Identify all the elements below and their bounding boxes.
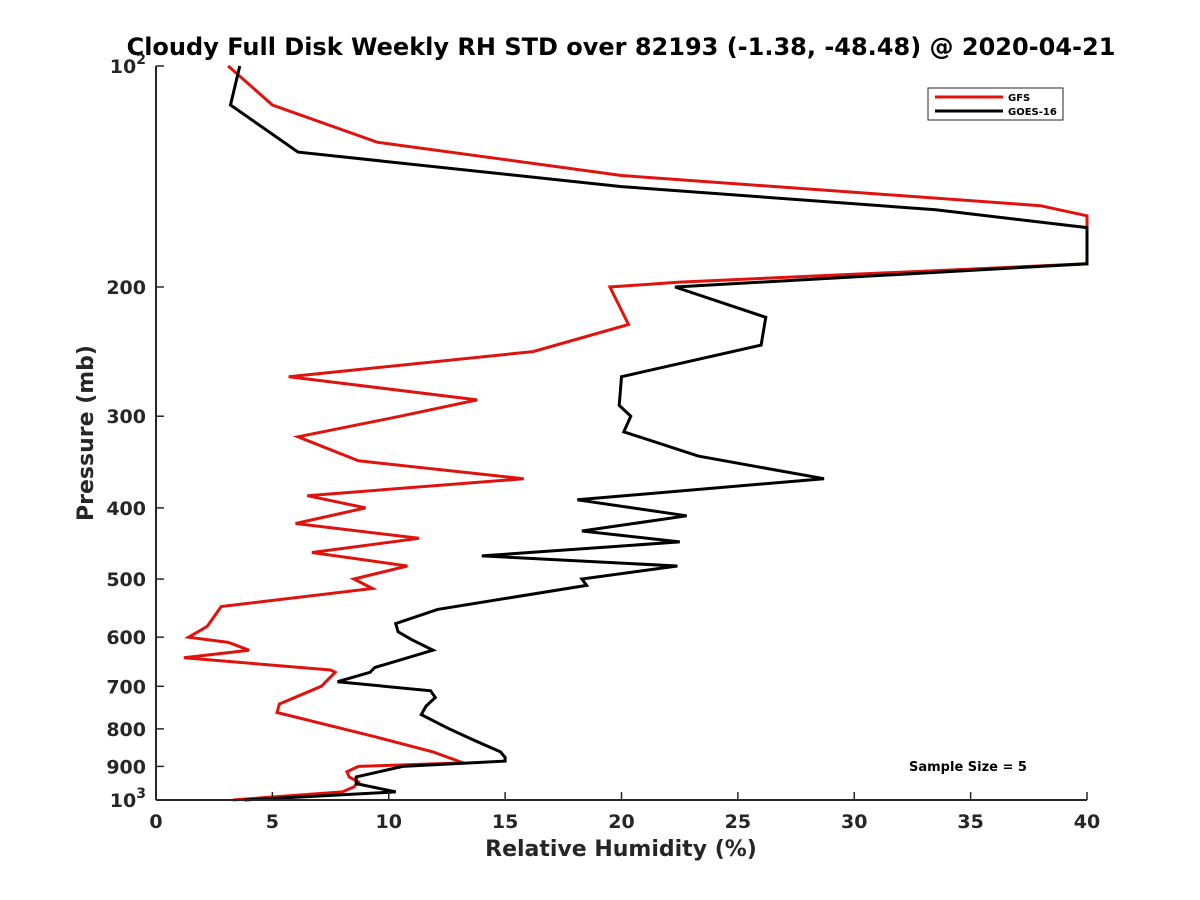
x-ticks: 0 5 10 15 20 25 30 35 40 [149,792,1100,833]
x-tick-label: 25 [725,811,751,833]
legend-label-goes16: GOES-16 [1008,107,1057,118]
y-ticks: 102 200 300 400 500 600 700 800 900 103 [106,52,164,812]
x-tick-label: 20 [608,811,634,833]
legend-label-gfs: GFS [1008,93,1030,104]
x-tick-label: 40 [1074,811,1100,833]
y-tick-label: 102 [110,52,146,78]
y-tick-label: 400 [106,498,146,520]
series-layer [183,64,1089,802]
y-tick-label: 500 [106,569,146,591]
x-tick-label: 15 [492,811,518,833]
sample-size-annotation: Sample Size = 5 [909,760,1027,775]
y-tick-label: 800 [106,719,146,741]
y-tick-label: 600 [106,627,146,649]
y-tick-label: 700 [106,676,146,698]
y-tick-label: 103 [110,786,146,812]
legend: GFS GOES-16 [927,87,1064,121]
x-tick-label: 30 [841,811,867,833]
x-axis-label: Relative Humidity (%) [485,837,757,862]
series-line-goes16 [228,65,1089,802]
x-tick-label: 10 [376,811,402,833]
y-tick-label: 300 [106,406,146,428]
x-tick-label: 0 [149,811,162,833]
y-tick-label: 900 [106,756,146,778]
series-line-gfs [183,64,1089,802]
y-axis-label: Pressure (mb) [74,345,99,521]
y-tick-label: 200 [106,277,146,299]
chart-title: Cloudy Full Disk Weekly RH STD over 8219… [127,33,1116,61]
legend-box [927,87,1064,121]
x-tick-label: 5 [266,811,279,833]
x-tick-label: 35 [957,811,983,833]
